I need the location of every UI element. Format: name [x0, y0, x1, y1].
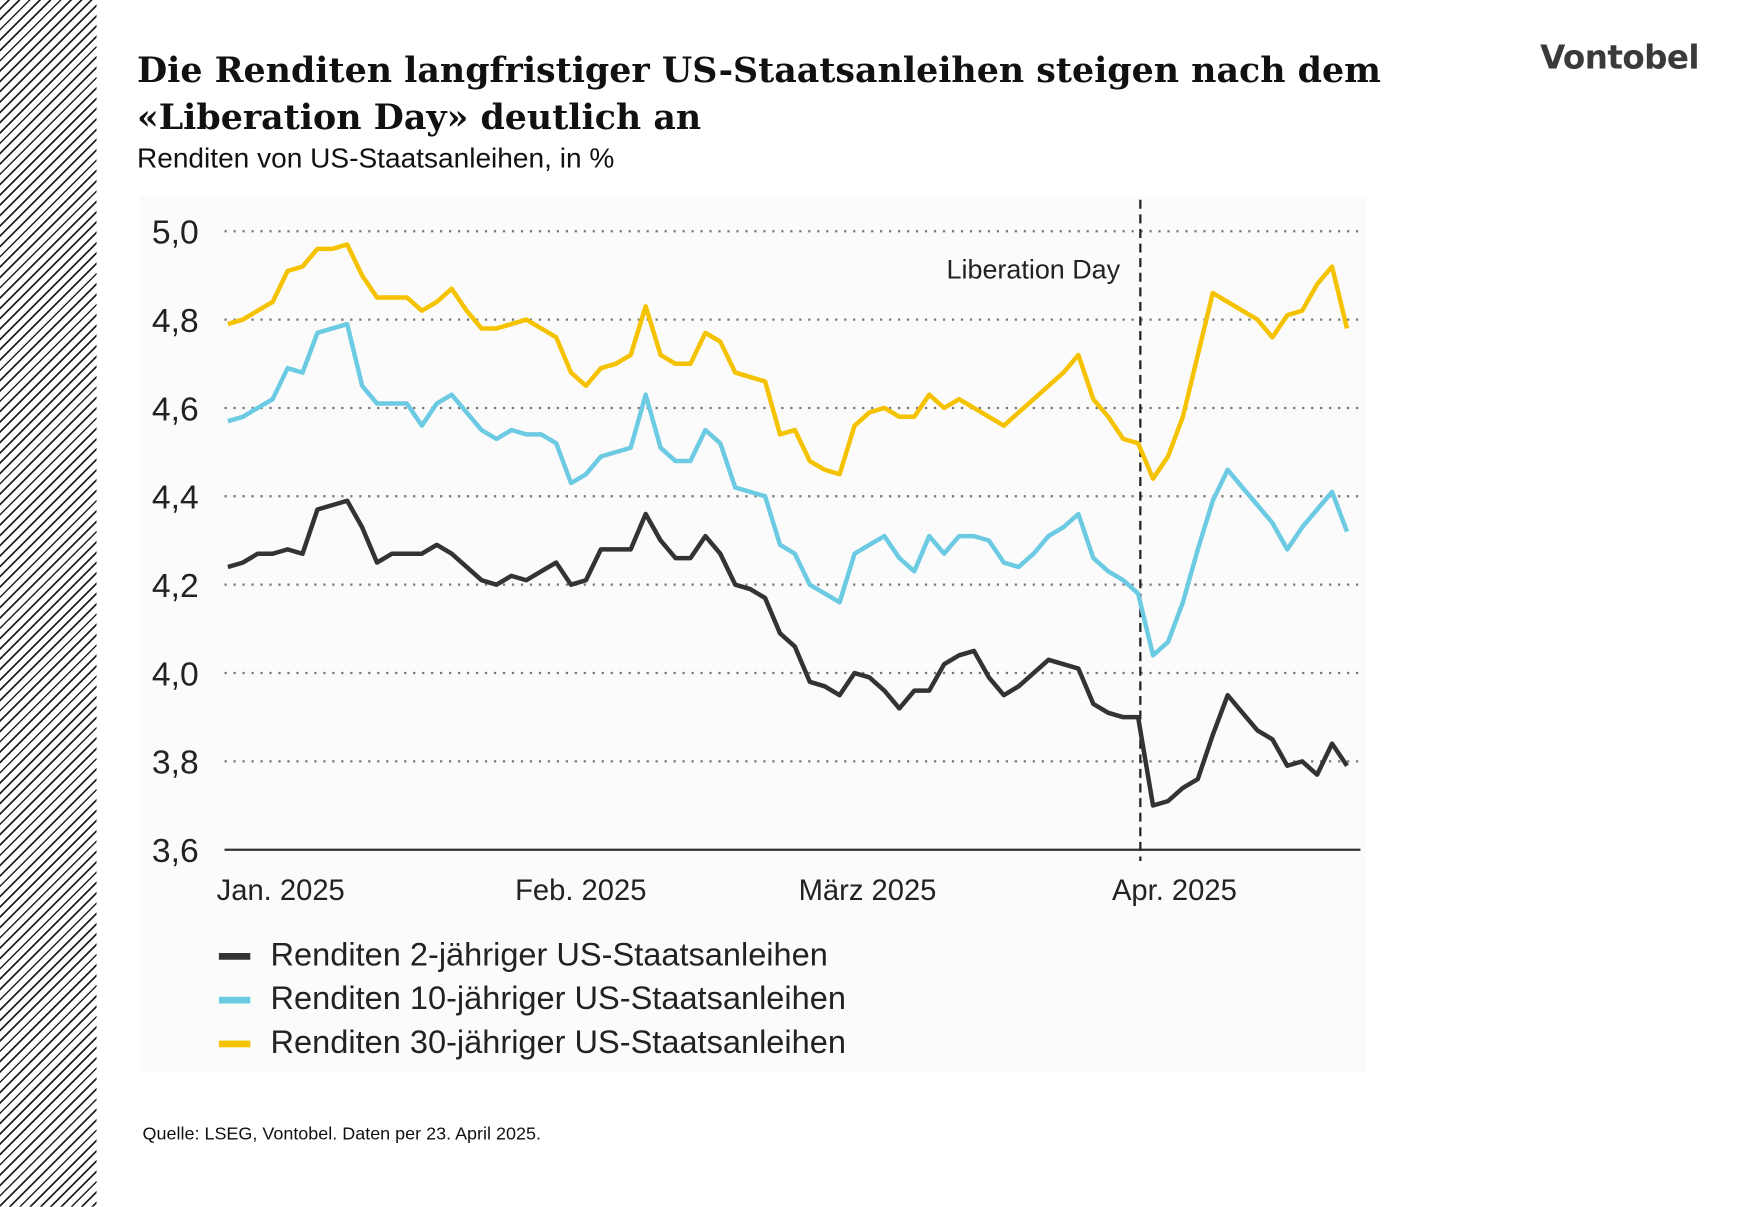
series-line-30y	[227, 242, 1350, 481]
legend-swatch	[218, 1039, 251, 1047]
y-tick-label: 4,6	[152, 391, 199, 428]
y-tick-label: 4,2	[152, 568, 199, 605]
y-tick-label: 5,0	[152, 215, 199, 252]
x-tick-label: Apr. 2025	[1112, 875, 1237, 907]
y-tick-label: 4,8	[152, 303, 199, 340]
chart-title: Die Renditen langfristiger US-Staatsanle…	[136, 50, 1381, 139]
y-tick-label: 4,4	[152, 480, 199, 517]
legend-swatch	[218, 996, 251, 1003]
y-tick-label: 4,0	[152, 656, 199, 693]
legend-item-30y: Renditen 30-jähriger US-Staatsanleihen	[218, 1021, 846, 1065]
source-note: Quelle: LSEG, Vontobel. Daten per 23. Ap…	[142, 1124, 541, 1144]
x-tick-label: März 2025	[799, 875, 937, 907]
legend-swatch	[218, 952, 251, 960]
legend-label: Renditen 10-jähriger US-Staatsanleihen	[270, 981, 846, 1017]
x-tick-label: Feb. 2025	[515, 875, 646, 907]
series-line-2y	[227, 498, 1349, 808]
legend: Renditen 2-jähriger US-Staatsanleihen Re…	[218, 934, 846, 1065]
legend-item-2y: Renditen 2-jähriger US-Staatsanleihen	[218, 934, 846, 978]
vontobel-logo: Vontobel	[1540, 38, 1700, 77]
legend-item-10y: Renditen 10-jähriger US-Staatsanleihen	[218, 978, 846, 1022]
annotation-label: Liberation Day	[947, 254, 1121, 284]
y-tick-label: 3,8	[152, 745, 199, 782]
x-tick-label: Jan. 2025	[217, 875, 345, 907]
series-line-10y	[227, 321, 1350, 658]
legend-label: Renditen 30-jähriger US-Staatsanleihen	[270, 1024, 846, 1061]
hatched-side-strip	[0, 0, 97, 1207]
chart-panel	[140, 196, 1367, 1072]
legend-label: Renditen 2-jähriger US-Staatsanleihen	[270, 937, 828, 974]
chart-subtitle: Renditen von US-Staatsanleihen, in %	[136, 142, 615, 174]
y-tick-label: 3,6	[152, 833, 199, 870]
